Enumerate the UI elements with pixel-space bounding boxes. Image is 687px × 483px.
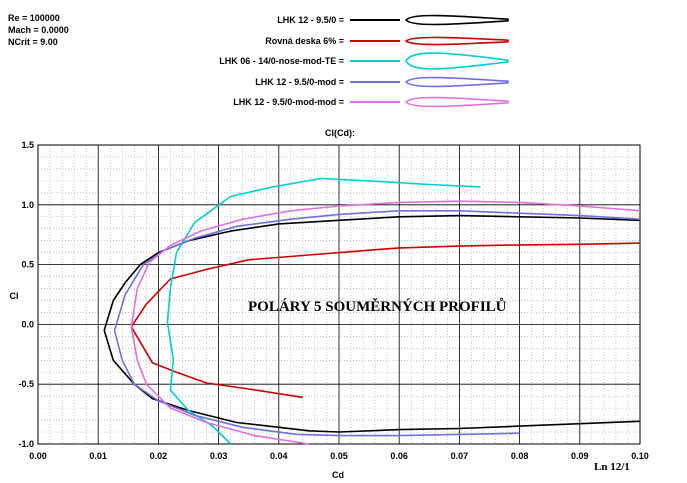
series-line-4 <box>113 330 520 437</box>
x-tick-label: 0.08 <box>511 451 529 461</box>
series-line-4 <box>113 210 641 331</box>
legend-airfoil-5 <box>404 96 509 108</box>
series-line-1 <box>103 214 641 331</box>
legend-airfoil-4 <box>404 76 509 88</box>
x-tick-label: 0.00 <box>29 451 47 461</box>
chart-title: Cl(Cd): <box>325 128 355 138</box>
series-line-5 <box>130 200 641 327</box>
x-axis-label: Cd <box>332 470 344 480</box>
x-tick-label: 0.02 <box>150 451 168 461</box>
legend-label-5: LHK 12 - 9.5/0-mod-mod = <box>233 97 344 107</box>
legend-label-1: LHK 12 - 9.5/0 = <box>277 15 344 25</box>
mach-label: Mach = 0.0000 <box>8 25 69 35</box>
series-line-3 <box>166 321 232 445</box>
y-tick-label: -1.0 <box>18 439 34 449</box>
chart-annotation: POLÁRY 5 SOUMĚRNÝCH PROFILŮ <box>248 298 507 315</box>
legend-label-3: LHK 06 - 14/0-nose-mod-TE = <box>219 56 344 66</box>
legend-airfoil-1 <box>404 14 509 26</box>
legend-airfoil-2 <box>404 36 509 46</box>
re-label: Re = 100000 <box>8 13 60 23</box>
x-tick-label: 0.06 <box>390 451 408 461</box>
series-line-3 <box>166 177 481 323</box>
y-tick-label: 1.0 <box>21 200 34 210</box>
legend: LHK 12 - 9.5/0 = Rovná deska 6% = LHK 06 -… <box>219 14 509 108</box>
y-tick-label: 1.5 <box>21 140 34 150</box>
legend-label-4: LHK 12 - 9.5/0-mod = <box>255 77 344 87</box>
x-tick-label: 0.09 <box>571 451 589 461</box>
y-tick-label: 0.0 <box>21 319 34 329</box>
series-group <box>103 177 641 445</box>
y-axis-label: Cl <box>10 291 19 301</box>
grid-major <box>38 145 640 444</box>
legend-label-2: Rovná deska 6% = <box>265 36 344 46</box>
y-tick-label: 0.5 <box>21 260 34 270</box>
series-line-1 <box>103 330 641 433</box>
corner-note: Ln 12/1 <box>594 461 630 473</box>
series-line-2 <box>130 326 304 399</box>
legend-airfoil-3 <box>405 52 509 70</box>
x-tick-label: 0.10 <box>631 451 649 461</box>
x-tick-label: 0.07 <box>451 451 469 461</box>
x-tick-label: 0.05 <box>330 451 348 461</box>
series-line-5 <box>130 326 310 445</box>
x-tick-label: 0.01 <box>89 451 107 461</box>
x-tick-labels: 0.00 0.01 0.02 0.03 0.04 0.05 0.06 0.07 0.08 0.09… <box>29 451 649 461</box>
x-tick-label: 0.03 <box>210 451 228 461</box>
y-tick-labels: 1.5 1.0 0.5 0.0 -0.5 -1.0 <box>18 140 34 449</box>
ncrit-label: NCrit = 9.00 <box>8 37 58 47</box>
y-tick-label: -0.5 <box>18 379 34 389</box>
x-tick-label: 0.04 <box>270 451 288 461</box>
plot-frame <box>37 144 641 445</box>
series-line-2 <box>130 242 641 328</box>
